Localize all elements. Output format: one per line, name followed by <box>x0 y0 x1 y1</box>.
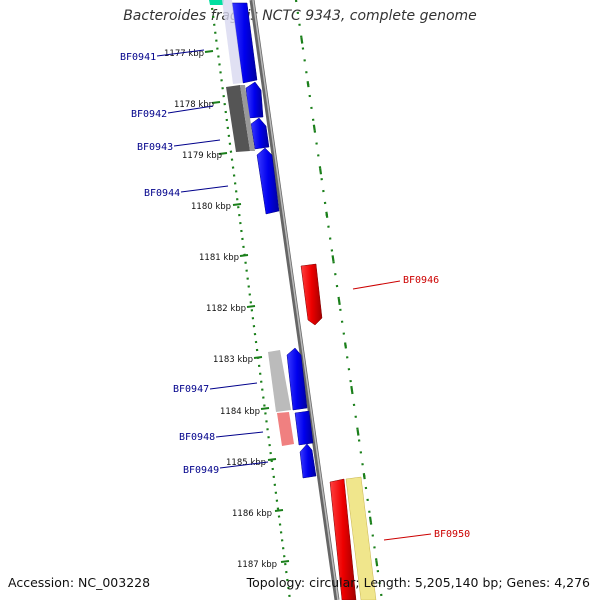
kbp-tick-mark <box>267 458 277 461</box>
leader-line <box>180 185 229 193</box>
gene-fragment-cyan[interactable] <box>209 0 224 5</box>
kbp-tick-label: 1181 kbp <box>199 253 239 263</box>
gene-grey-dark-edge <box>240 85 255 151</box>
outer-guide-dash <box>294 0 384 600</box>
kbp-tick-mark <box>274 509 284 512</box>
kbp-tick-label: 1183 kbp <box>213 355 253 365</box>
gene-label-bf0942[interactable]: BF0942 <box>131 109 167 120</box>
leader-line <box>383 533 432 541</box>
kbp-tick-mark <box>246 305 256 308</box>
gene-label-bf0949[interactable]: BF0949 <box>183 465 219 476</box>
map-title: Bacteroides fragilis NCTC 9343, complete… <box>123 8 477 24</box>
gene-label-bf0947[interactable]: BF0947 <box>173 384 209 395</box>
leader-line <box>156 49 205 57</box>
gene-bf0941-shadow <box>222 0 243 84</box>
kbp-ticks: 1177 kbp 1178 kbp 1179 kbp 1180 kbp 1181… <box>164 49 290 570</box>
kbp-tick-mark <box>253 356 263 359</box>
gene-bf0943[interactable] <box>250 117 270 150</box>
gene-labels: BF0941 BF0942 BF0943 BF0944 BF0946 BF094… <box>120 49 470 541</box>
gene-pale-yellow[interactable] <box>345 476 377 600</box>
accession-text: Accession: NC_003228 <box>8 575 151 590</box>
gene-bf0950[interactable] <box>329 478 357 600</box>
leader-line <box>167 105 214 114</box>
kbp-tick-label: 1184 kbp <box>220 407 260 417</box>
gene-bf0946[interactable] <box>300 263 323 326</box>
kbp-tick-mark <box>232 203 242 206</box>
gene-bf0944[interactable] <box>256 147 280 215</box>
kbp-tick-label: 1180 kbp <box>191 202 231 212</box>
kbp-tick-label: 1185 kbp <box>226 458 266 468</box>
gene-label-bf0941[interactable]: BF0941 <box>120 52 156 63</box>
kbp-tick-label: 1187 kbp <box>237 560 277 570</box>
backbone-line <box>249 0 340 600</box>
kbp-tick-label: 1186 kbp <box>232 509 272 519</box>
leader-line <box>209 382 258 390</box>
leader-line <box>219 461 269 469</box>
kbp-tick-mark <box>280 560 290 563</box>
gene-light-red[interactable] <box>277 412 294 446</box>
gene-grey-light[interactable] <box>268 350 291 412</box>
genome-summary-text: Topology: circular; Length: 5,205,140 bp… <box>246 575 590 590</box>
leader-line <box>215 431 264 438</box>
inner-guide-dotted <box>209 0 292 600</box>
kbp-tick-mark <box>218 152 228 155</box>
kbp-tick-mark <box>204 50 214 53</box>
gene-label-bf0950[interactable]: BF0950 <box>434 529 470 540</box>
backbone-highlight <box>252 0 339 600</box>
kbp-tick-label: 1177 kbp <box>164 49 204 59</box>
leader-line <box>352 280 401 290</box>
gene-bf0949[interactable] <box>299 443 317 479</box>
kbp-tick-label: 1179 kbp <box>182 151 222 161</box>
kbp-tick-mark <box>239 254 249 257</box>
gene-label-bf0943[interactable]: BF0943 <box>137 142 173 153</box>
gene-label-bf0948[interactable]: BF0948 <box>179 432 215 443</box>
leader-line <box>173 139 221 147</box>
gene-grey-dark[interactable] <box>226 85 250 152</box>
kbp-tick-label: 1182 kbp <box>206 304 246 314</box>
gene-bf0947[interactable] <box>286 347 308 411</box>
gene-label-bf0944[interactable]: BF0944 <box>144 188 180 199</box>
gene-label-bf0946[interactable]: BF0946 <box>403 275 439 286</box>
gene-bf0948[interactable] <box>294 410 314 446</box>
kbp-tick-mark <box>211 101 221 104</box>
outer-guide-dotted <box>294 0 384 600</box>
kbp-tick-label: 1178 kbp <box>174 100 214 110</box>
kbp-tick-mark <box>260 407 270 410</box>
